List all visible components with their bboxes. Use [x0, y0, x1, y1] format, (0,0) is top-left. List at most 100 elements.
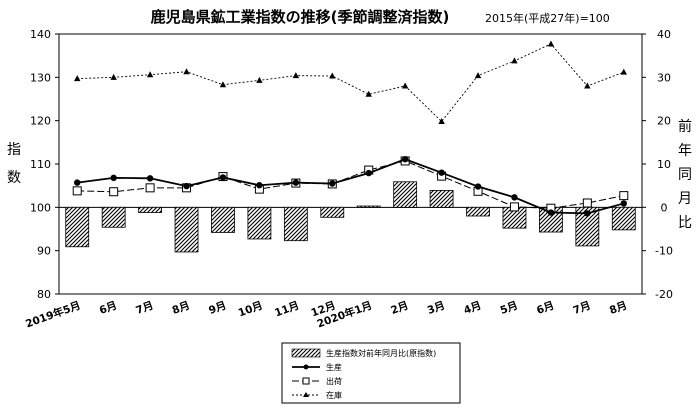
point-在庫: [401, 82, 409, 89]
point-在庫: [584, 82, 591, 89]
point-出荷: [582, 198, 592, 208]
point-在庫: [183, 68, 190, 75]
line-series: [72, 40, 629, 217]
x-category-label: 4月: [462, 300, 483, 317]
point-出荷: [72, 186, 82, 196]
legend-label: 生産: [326, 362, 342, 372]
y-left-tick-label: 140: [30, 28, 51, 41]
bar-series: [65, 181, 636, 253]
y-right-tick-label: 30: [657, 71, 671, 84]
chart-subtitle: 2015年(平成27年)=100: [485, 11, 610, 25]
point-在庫: [365, 90, 372, 97]
y-left-tick-label: 90: [37, 245, 51, 258]
legend-marker: [303, 392, 309, 397]
legend-label: 生産指数対前年同月比(原指数): [326, 348, 436, 358]
point-在庫: [74, 75, 81, 82]
point-生産: [74, 179, 81, 186]
y-right-tick-label: 20: [657, 115, 671, 128]
legend-label: 出荷: [326, 376, 342, 386]
point-生産: [256, 182, 263, 189]
y-left-label-1: 指: [7, 142, 21, 158]
y-right-ticks: -20 -10 0 10 20 30 40: [642, 28, 673, 301]
bar: [429, 190, 454, 208]
point-生産: [547, 209, 555, 216]
bar: [466, 206, 490, 217]
y-left-ticks: 80 90 100 110 120 130 140: [30, 28, 59, 301]
point-在庫: [620, 68, 627, 75]
bar: [283, 206, 308, 242]
bar: [356, 205, 381, 208]
y-left-tick-label: 100: [30, 201, 51, 214]
y-right-label-4: 月: [678, 191, 692, 207]
y-right-label-2: 年: [678, 143, 692, 159]
point-生産: [110, 174, 117, 182]
legend-swatch-bar: [291, 348, 321, 358]
point-在庫: [292, 72, 300, 79]
x-category-label: 7月: [134, 300, 155, 317]
x-category-label: 6月: [98, 300, 119, 317]
point-生産: [620, 200, 627, 207]
y-left-tick-label: 110: [30, 158, 51, 171]
point-在庫: [219, 81, 227, 88]
x-category-label: 8月: [171, 300, 192, 317]
y-right-label-3: 同: [678, 167, 692, 183]
y-right-label-1: 前: [678, 118, 692, 135]
line-出荷: [77, 160, 624, 209]
bar: [138, 206, 162, 213]
point-生産: [219, 174, 227, 181]
y-right-tick-label: 10: [657, 158, 671, 171]
x-category-label: 10月: [237, 300, 265, 320]
bar: [393, 181, 418, 208]
point-生産: [401, 156, 409, 163]
bar: [247, 206, 272, 240]
legend-marker: [302, 377, 310, 385]
bar: [320, 206, 345, 218]
point-在庫: [146, 71, 154, 78]
point-在庫: [256, 76, 263, 83]
plot-frame: [58, 33, 643, 295]
point-出荷: [619, 191, 629, 201]
x-category-label: 5月: [499, 300, 520, 317]
bar: [211, 206, 235, 233]
point-在庫: [110, 73, 117, 80]
point-生産: [146, 175, 154, 182]
y-right-tick-label: -10: [655, 245, 673, 258]
bar: [65, 206, 90, 248]
x-category-label: 2019年5月: [24, 299, 83, 331]
y-right-tick-label: 0: [661, 201, 668, 214]
point-生産: [511, 194, 518, 201]
x-category-label: 2月: [389, 300, 410, 317]
y-right-tick-label: 40: [657, 28, 671, 41]
point-生産: [292, 179, 300, 186]
chart-title: 鹿児島県鉱工業指数の推移(季節調整済指数): [151, 8, 450, 26]
point-生産: [183, 182, 190, 190]
point-出荷: [145, 183, 155, 193]
point-生産: [438, 169, 445, 176]
point-生産: [474, 183, 482, 190]
bar: [174, 206, 199, 253]
legend-marker: [303, 364, 309, 370]
bar: [101, 206, 126, 228]
y-left-tick-label: 120: [30, 115, 51, 128]
line-在庫: [77, 43, 624, 123]
y-right-tick-label: -20: [655, 288, 673, 301]
point-出荷: [109, 187, 119, 197]
plot-area: [58, 33, 643, 295]
x-category-label: 6月: [535, 300, 556, 317]
line-生産: [77, 158, 625, 215]
y-left-tick-label: 130: [30, 71, 51, 84]
y-left-tick-label: 80: [37, 288, 51, 301]
x-category-label: 3月: [426, 300, 447, 317]
point-生産: [365, 169, 372, 177]
y-right-label-5: 比: [678, 215, 692, 231]
y-left-label-2: 数: [7, 170, 21, 186]
point-生産: [584, 210, 591, 217]
x-category-label: 11月: [273, 300, 301, 320]
legend-label: 在庫: [326, 390, 342, 400]
point-在庫: [547, 40, 555, 47]
point-出荷: [509, 202, 519, 212]
point-在庫: [511, 57, 518, 64]
